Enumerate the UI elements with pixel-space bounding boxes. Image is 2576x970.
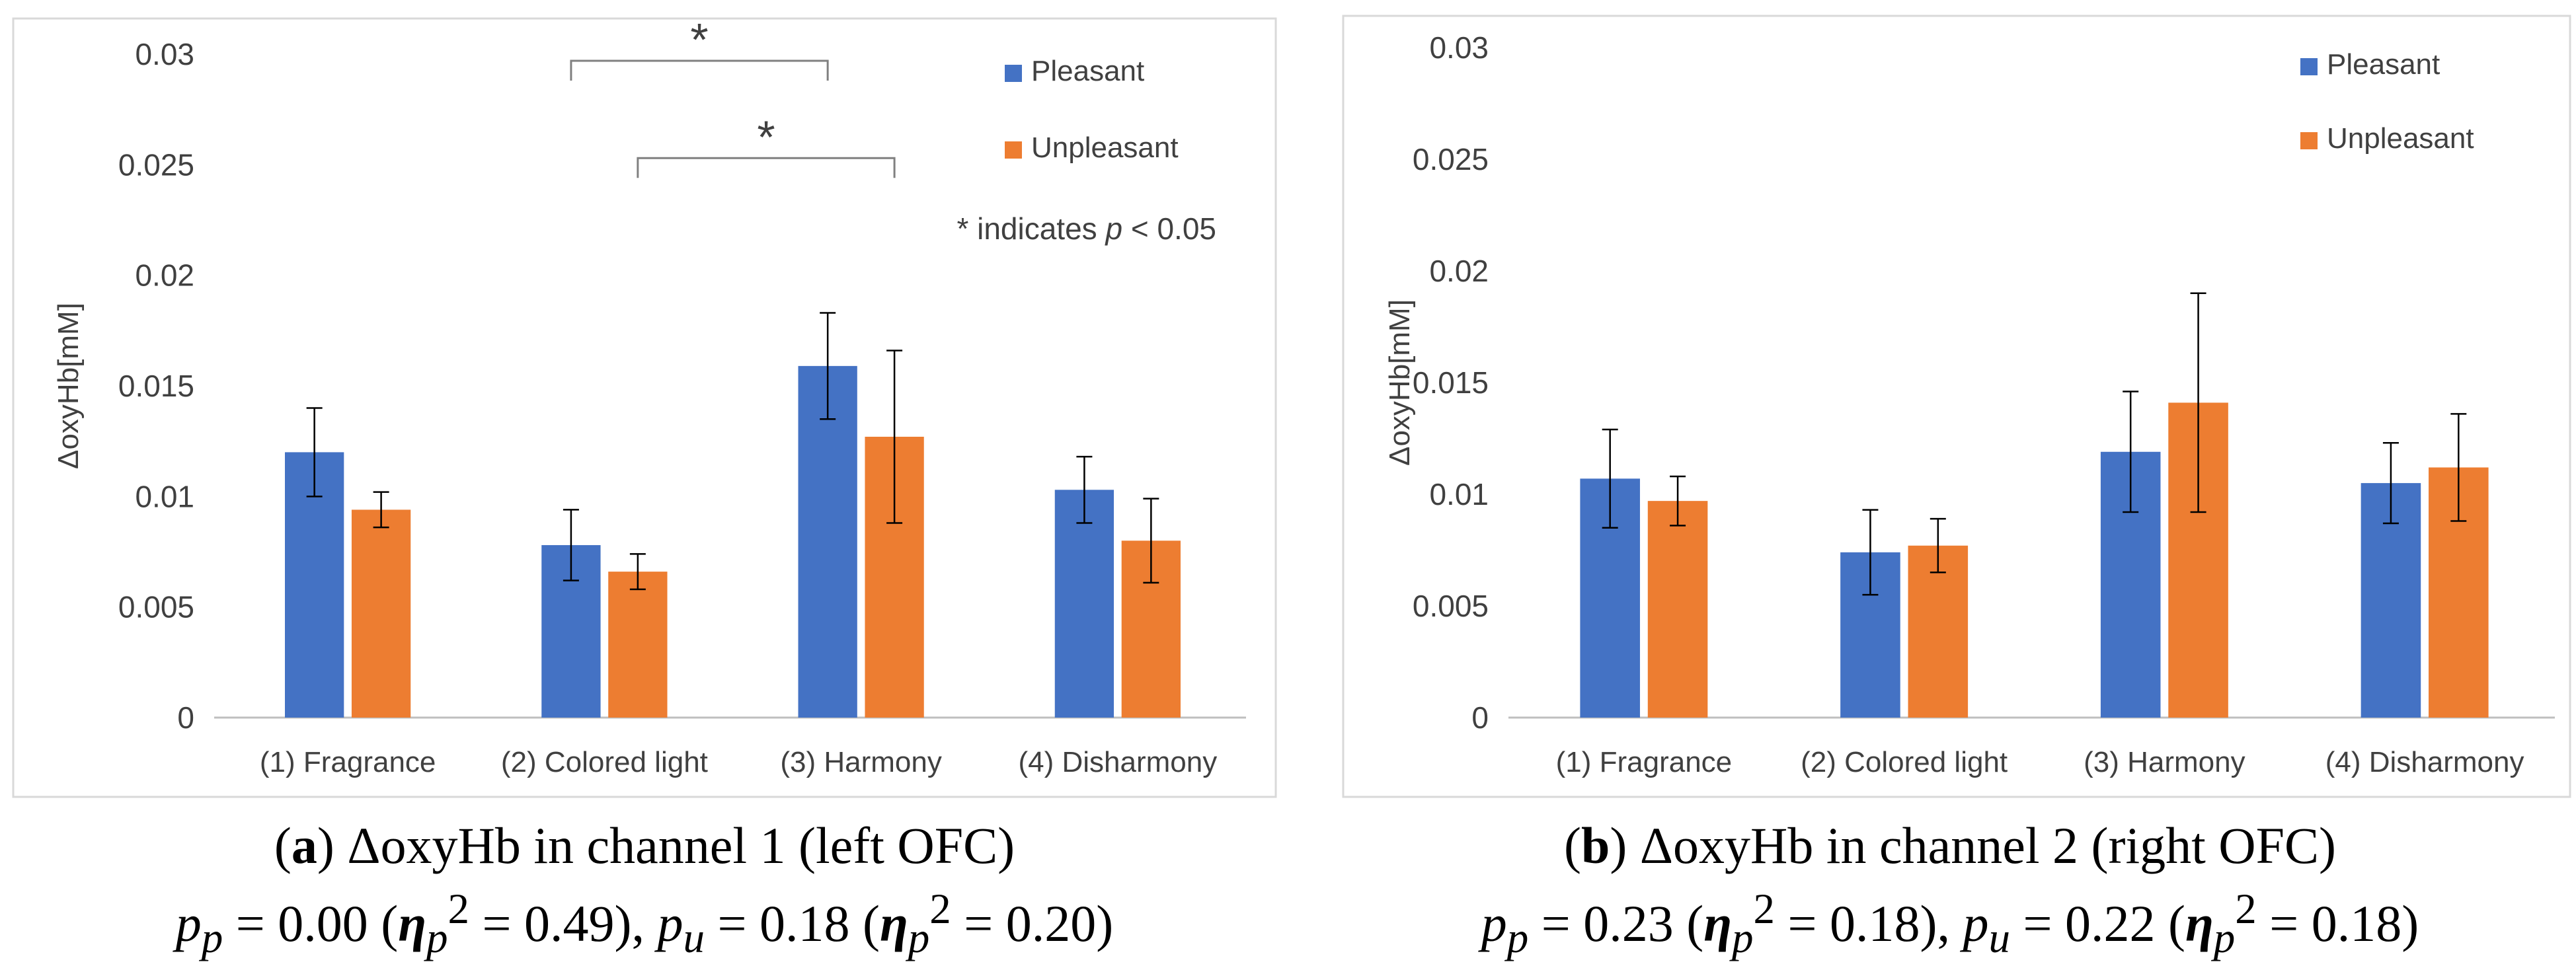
chart-1-bar-unpleasant [1647, 501, 1708, 718]
chart-1-y-axis-label: ΔoxyHb[mM] [1384, 299, 1416, 466]
chart-0-bar-unpleasant [608, 572, 668, 718]
chart-1-legend-label: Pleasant [2327, 48, 2440, 81]
caption-b-title-text: ΔoxyHb in channel 2 (right OFC) [1639, 817, 2337, 874]
chart-0-significance-star: * [757, 111, 775, 163]
chart-0-ytick-label: 0.025 [118, 147, 194, 182]
chart-0-legend-swatch [1005, 65, 1022, 82]
caption-b: (b) ΔoxyHb in channel 2 (right OFC) pp =… [1329, 814, 2571, 970]
chart-0-bar-unpleasant [351, 509, 411, 718]
caption-b-stats: pp = 0.23 (ηp2 = 0.18), pu = 0.22 (ηp2 =… [1481, 885, 2419, 962]
chart-1-ytick-label: 0.02 [1429, 254, 1489, 288]
caption-a-stats: pp = 0.00 (ηp2 = 0.49), pu = 0.18 (ηp2 =… [175, 885, 1114, 962]
chart-0-y-axis-label: ΔoxyHb[mM] [52, 303, 85, 469]
chart-0-legend-label: Unpleasant [1031, 131, 1179, 164]
chart-0-ytick-label: 0.005 [118, 590, 194, 624]
chart-0-significance-bracket [570, 59, 829, 81]
chart-1-x-tick-label: (1) Fragrance [1556, 746, 1733, 778]
chart-0-significance-bracket [637, 157, 896, 178]
chart-0-x-tick-label: (4) Disharmony [1019, 746, 1218, 778]
chart-1-ytick-label: 0.015 [1413, 365, 1489, 400]
caption-a-title: (a) ΔoxyHb in channel 1 (left OFC) [274, 817, 1015, 874]
chart-0-significance-star: * [690, 14, 708, 65]
chart-1-x-tick-label: (2) Colored light [1801, 746, 2008, 778]
chart-1-ytick-label: 0.005 [1413, 589, 1489, 623]
caption-a-letter: a [291, 817, 317, 874]
chart-0-ytick-label: 0.01 [135, 479, 194, 513]
caption-b-title: (b) ΔoxyHb in channel 2 (right OFC) [1563, 817, 2337, 874]
caption-a-title-text: ΔoxyHb in channel 1 (left OFC) [347, 817, 1015, 874]
chart-1-ytick-label: 0 [1471, 700, 1489, 735]
chart-0-x-tick-label: (2) Colored light [501, 746, 708, 778]
chart-0-ytick-label: 0.03 [135, 37, 194, 71]
chart-0-legend-swatch [1005, 141, 1022, 159]
caption-a: (a) ΔoxyHb in channel 1 (left OFC) pp = … [13, 814, 1276, 970]
chart-0-legend-label: Pleasant [1031, 55, 1144, 87]
chart-1-legend-swatch [2300, 132, 2318, 149]
caption-b-letter: b [1581, 817, 1610, 874]
chart-1-bar-unpleasant [1908, 545, 1969, 718]
chart-1-legend-swatch [2300, 58, 2318, 75]
chart-0-ytick-label: 0.015 [118, 369, 194, 403]
chart-1-ytick-label: 0.01 [1429, 477, 1489, 511]
chart-0-ytick-label: 0.02 [135, 258, 194, 293]
chart-0-note: * indicates p < 0.05 [956, 211, 1216, 246]
chart-0-bar-pleasant [798, 365, 857, 718]
chart-1-ytick-label: 0.03 [1429, 30, 1489, 65]
chart-0-bar-pleasant [1054, 490, 1114, 718]
chart-0-x-tick-label: (1) Fragrance [260, 746, 436, 778]
chart-1-x-tick-label: (3) Harmony [2084, 746, 2245, 778]
chart-1-ytick-label: 0.025 [1413, 142, 1489, 176]
chart-0-x-tick-label: (3) Harmony [780, 746, 942, 778]
chart-0-ytick-label: 0 [177, 700, 194, 735]
chart-1-x-tick-label: (4) Disharmony [2325, 746, 2524, 778]
chart-1-legend-label: Unpleasant [2327, 122, 2474, 155]
